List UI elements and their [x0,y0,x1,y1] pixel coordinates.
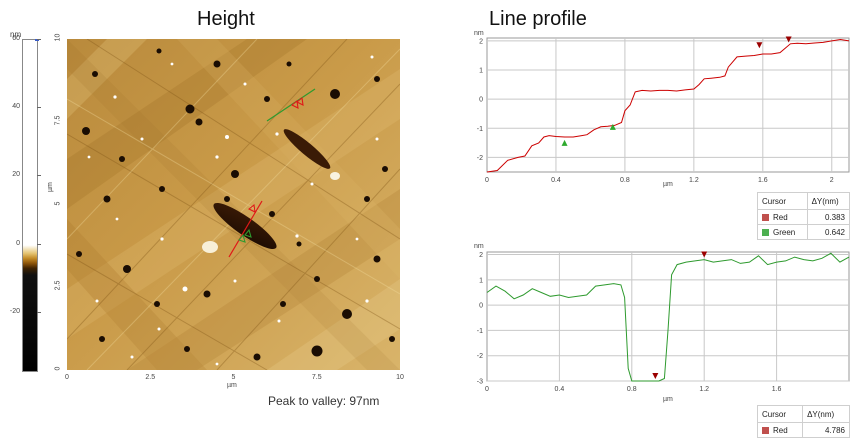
delta-col-header: ΔY(nm) [806,192,851,210]
bottom-chart-x-unit: µm [663,396,673,403]
height-colorbar [22,39,38,372]
image-y-unit: µm [47,182,54,192]
height-title: Height [197,8,255,30]
colorbar-tick-label: 40 [12,103,20,111]
line-profile-title: Line profile [489,8,587,30]
y-tick-label: -1 [477,126,483,133]
y-tick-label: 2 [479,252,483,259]
cursor-name: Red [773,212,788,222]
image-y-tick-label: 7.5 [54,115,62,126]
colorbar-tick [37,311,41,313]
top-chart-x-unit: µm [663,181,673,188]
x-tick-label: 0.4 [551,177,561,184]
image-y-tick-label: 2.5 [54,280,62,291]
bottom-line-profile-chart: 0 0.4 0.8 1.2 1.6 2 1 0 -1 -2 -3 [477,251,850,393]
colorbar-top-marker [35,39,39,41]
colorbar-tick-label: 20 [12,171,20,179]
image-x-tick-label: 5 [231,374,236,381]
image-x-unit: µm [227,382,237,389]
cursor-marker[interactable] [652,372,659,379]
profile-line [486,252,850,382]
colorbar-tick [37,175,41,177]
top-cursor-table: Cursor ΔY(nm) Red 0.383 Green 0.642 [757,192,851,240]
y-tick-label: 2 [479,38,483,45]
y-tick-label: 1 [479,277,483,284]
y-tick-label: 0 [479,303,483,310]
cursor-col-header: Cursor [757,192,808,210]
colorbar-tick [37,39,41,40]
table-row[interactable]: Red 0.383 [757,209,851,225]
delta-col-header: ΔY(nm) [802,405,850,423]
x-tick-label: 0.8 [627,386,637,393]
cursor-col-header: Cursor [756,405,804,423]
peak-to-valley-label: Peak to valley: 97nm [268,394,380,408]
x-tick-label: 1.6 [772,386,782,393]
table-row[interactable]: Green 0.642 [757,224,851,240]
colorbar-tick [37,107,41,109]
cursor-marker[interactable] [701,251,708,258]
image-y-tick-label: 10 [54,33,62,42]
y-tick-label: 0 [479,97,483,104]
image-x-tick-label: 0 [65,374,69,381]
red-swatch [762,213,769,221]
image-y-tick-label: 5 [54,201,62,205]
cursor-marker[interactable] [561,139,568,146]
x-tick-label: 0.4 [555,386,565,393]
x-tick-label: 0 [485,177,489,184]
image-y-tick-label: 0 [54,366,62,371]
x-tick-label: 1.2 [699,386,709,393]
y-tick-label: -2 [477,155,483,162]
green-swatch [762,228,769,236]
x-tick-label: 1.6 [758,177,768,184]
x-tick-label: 0.8 [620,177,630,184]
y-tick-label: -1 [477,328,483,335]
red-swatch [762,426,769,434]
bottom-chart-unit: nm [474,243,484,250]
profile-line [486,38,850,173]
afm-height-image [67,39,400,370]
colorbar-unit: nm [10,30,22,39]
cursor-name: Red [773,425,788,435]
image-x-tick-label: 2.5 [145,374,156,381]
bottom-cursor-table: Cursor ΔY(nm) Red 4.786 [756,405,850,438]
image-x-tick-label: 10 [396,374,404,381]
plot-area [486,251,850,382]
table-row[interactable]: Red 4.786 [756,422,850,438]
image-x-tick-label: 7.5 [311,374,322,381]
top-line-profile-chart: 0 0.4 0.8 1.2 1.6 2 2 1 0 -1 -2 [477,36,850,184]
colorbar-tick-label: 60 [12,35,20,42]
cursor-delta: 0.383 [806,209,851,225]
x-tick-label: 2 [830,177,834,184]
y-tick-label: -3 [477,379,483,386]
cursor-delta: 0.642 [806,224,851,240]
cursor-name: Green [773,227,796,237]
top-chart-unit: nm [474,30,484,37]
x-tick-label: 0 [485,386,489,393]
cursor-marker[interactable] [785,36,792,43]
colorbar-tick-label: 0 [16,239,20,247]
y-tick-label: -2 [477,353,483,360]
y-tick-label: 1 [479,68,483,75]
cursor-marker[interactable] [609,123,616,130]
cursor-delta: 4.786 [802,422,850,438]
colorbar-tick [37,243,41,245]
plot-area [486,37,850,173]
x-tick-label: 1.2 [689,177,699,184]
colorbar-tick-label: -20 [9,307,20,315]
cursor-marker[interactable] [756,42,763,49]
